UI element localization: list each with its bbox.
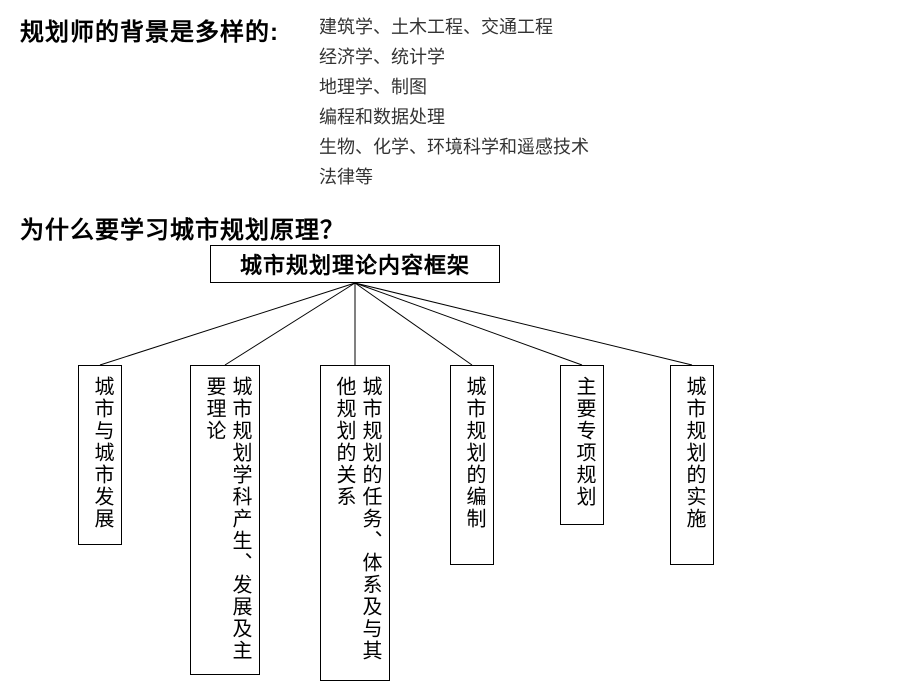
bg-item: 经济学、统计学	[319, 42, 589, 72]
header-title: 规划师的背景是多样的:	[20, 12, 279, 47]
diagram-leaf-box: 城市规划的编制	[450, 365, 494, 565]
diagram-leaf-label: 城市规划学科产生、发展及主要理论	[201, 376, 253, 664]
diagram-leaf-label: 城市与城市发展	[89, 376, 115, 530]
bg-item: 编程和数据处理	[319, 102, 589, 132]
section-title: 为什么要学习城市规划原理？	[20, 210, 345, 245]
diagram-leaf-box: 城市规划学科产生、发展及主要理论	[190, 365, 260, 675]
header-row: 规划师的背景是多样的: 建筑学、土木工程、交通工程 经济学、统计学 地理学、制图…	[20, 12, 589, 192]
diagram-root-box: 城市规划理论内容框架	[210, 245, 500, 283]
background-list: 建筑学、土木工程、交通工程 经济学、统计学 地理学、制图 编程和数据处理 生物、…	[319, 12, 589, 192]
diagram-leaf-box: 城市与城市发展	[78, 365, 122, 545]
diagram-leaf-box: 城市规划的任务、体系及与其他规划的关系	[320, 365, 390, 681]
bg-item: 地理学、制图	[319, 72, 589, 102]
diagram-leaf-box: 城市规划的实施	[670, 365, 714, 565]
bg-item: 法律等	[319, 162, 589, 192]
diagram-leaf-label: 城市规划的编制	[461, 376, 487, 530]
diagram-leaf-label: 城市规划的任务、体系及与其他规划的关系	[331, 376, 383, 670]
diagram-leaf-box: 主要专项规划	[560, 365, 604, 525]
diagram-leaf-label: 城市规划的实施	[681, 376, 707, 530]
bg-item: 建筑学、土木工程、交通工程	[319, 12, 589, 42]
diagram-root-label: 城市规划理论内容框架	[240, 248, 470, 280]
diagram-leaf-label: 主要专项规划	[571, 376, 597, 508]
bg-item: 生物、化学、环境科学和遥感技术	[319, 132, 589, 162]
